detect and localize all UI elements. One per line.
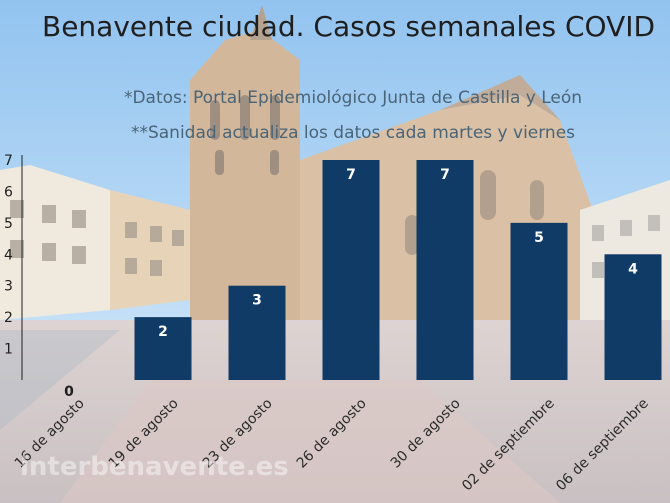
y-tick-label: 5 <box>4 216 13 232</box>
x-tick-label: 30 de agosto <box>388 396 464 472</box>
x-tick-label: 02 de septiembre <box>459 396 558 495</box>
y-tick-label: 4 <box>4 247 13 263</box>
bar <box>604 254 662 380</box>
bar <box>228 285 286 380</box>
data-label: 7 <box>440 167 450 183</box>
data-label: 5 <box>534 230 544 246</box>
chart-note-source: *Datos: Portal Epidemiológico Junta de C… <box>124 88 582 108</box>
bar <box>322 160 380 380</box>
watermark-logo: interbenavente.es <box>20 452 289 482</box>
y-tick-label: 7 <box>4 153 13 169</box>
chart-title: Benavente ciudad. Casos semanales COVID <box>42 10 655 43</box>
y-tick-label: 6 <box>4 184 13 200</box>
y-tick-label: 3 <box>4 279 13 295</box>
y-tick-label: 1 <box>4 342 13 358</box>
x-tick-label: 06 de septiembre <box>553 396 652 495</box>
chart-note-update: **Sanidad actualiza los datos cada marte… <box>131 123 575 143</box>
data-label: 0 <box>64 384 74 400</box>
bar <box>416 160 474 380</box>
y-axis: 1 2 3 4 5 6 7 <box>4 153 23 380</box>
bar <box>510 222 568 380</box>
bars: 0 2 3 7 7 5 4 <box>64 160 662 400</box>
data-label: 4 <box>628 261 638 277</box>
data-label: 7 <box>346 167 356 183</box>
x-tick-label: 26 de agosto <box>294 396 370 472</box>
bar <box>134 317 192 380</box>
y-tick-label: 2 <box>4 310 13 326</box>
data-label: 3 <box>252 293 262 309</box>
data-label: 2 <box>158 324 168 340</box>
